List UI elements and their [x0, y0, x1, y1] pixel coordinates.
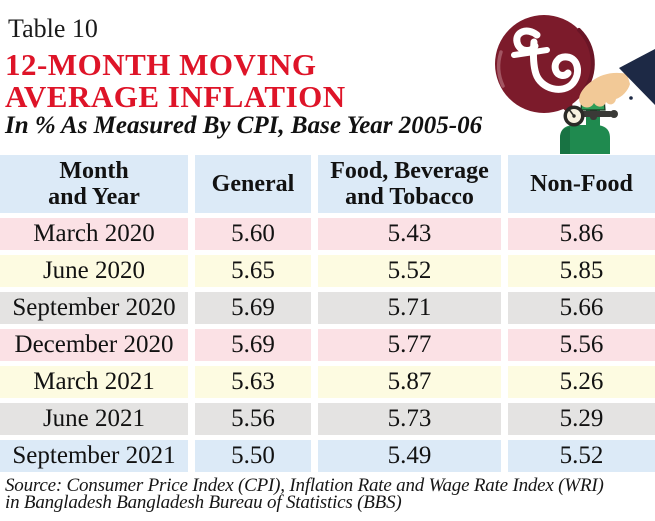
nonfood-cell: 5.86 — [508, 218, 655, 250]
nonfood-cell: 5.26 — [508, 366, 655, 398]
general-cell: 5.56 — [195, 403, 311, 435]
pressure-gauge-icon — [563, 105, 588, 127]
month-cell: June 2020 — [0, 255, 188, 287]
month-cell: June 2021 — [0, 403, 188, 435]
food-cell: 5.77 — [318, 329, 501, 361]
hand-icon — [579, 72, 630, 108]
general-cell: 5.63 — [195, 366, 311, 398]
nonfood-cell: 5.85 — [508, 255, 655, 287]
taka-sign-icon — [511, 27, 582, 93]
month-cell: March 2020 — [0, 218, 188, 250]
table-number-label: Table 10 — [8, 14, 98, 43]
column-header-general: General — [195, 155, 311, 213]
food-cell: 5.73 — [318, 403, 501, 435]
food-cell: 5.71 — [318, 292, 501, 324]
general-cell: 5.65 — [195, 255, 311, 287]
month-cell: September 2021 — [0, 440, 188, 472]
page-title: 12-MONTH MOVING AVERAGE INFLATION — [5, 47, 346, 114]
food-cell: 5.49 — [318, 440, 501, 472]
month-cell: March 2021 — [0, 366, 188, 398]
month-cell: September 2020 — [0, 292, 188, 324]
source-note: Source: Consumer Price Index (CPI), Infl… — [5, 475, 604, 513]
food-cell: 5.52 — [318, 255, 501, 287]
nonfood-cell: 5.66 — [508, 292, 655, 324]
general-cell: 5.69 — [195, 292, 311, 324]
inflation-table: Month and Year General Food, Beverage an… — [0, 155, 655, 472]
food-cell: 5.87 — [318, 366, 501, 398]
month-cell: December 2020 — [0, 329, 188, 361]
food-cell: 5.43 — [318, 218, 501, 250]
nonfood-cell: 5.56 — [508, 329, 655, 361]
column-header-non-food: Non-Food — [508, 155, 655, 213]
nonfood-cell: 5.29 — [508, 403, 655, 435]
general-cell: 5.50 — [195, 440, 311, 472]
column-header-food-beverage-tobacco: Food, Beverage and Tobacco — [318, 155, 501, 213]
column-header-month-year: Month and Year — [0, 155, 188, 213]
general-cell: 5.60 — [195, 218, 311, 250]
nonfood-cell: 5.52 — [508, 440, 655, 472]
general-cell: 5.69 — [195, 329, 311, 361]
page-subtitle: In % As Measured By CPI, Base Year 2005-… — [5, 112, 483, 139]
taka-balloon-inflation-icon — [495, 15, 655, 154]
suit-sleeve-icon — [619, 49, 655, 105]
